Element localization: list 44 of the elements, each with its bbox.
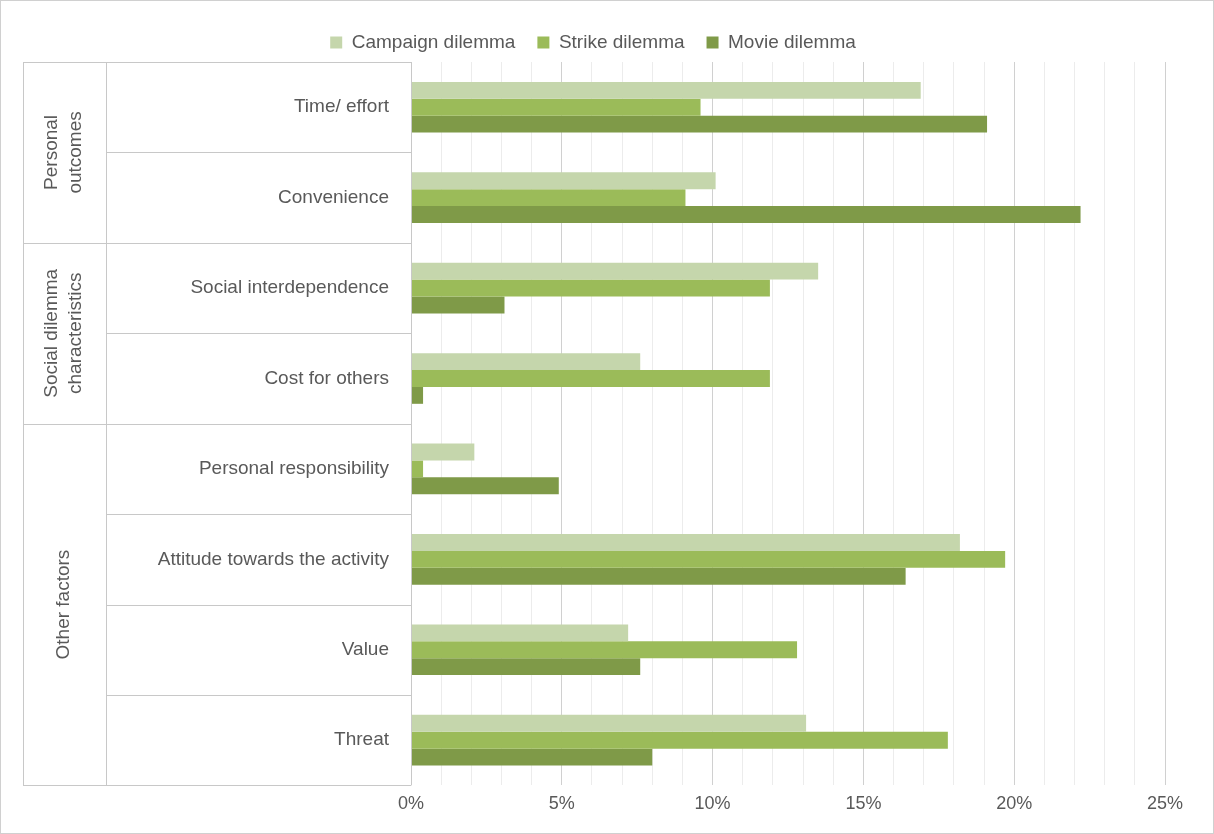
bar [411,370,770,387]
bar [411,262,819,280]
y-tick-label: Convenience [278,185,389,207]
legend-label: Strike dilemma [558,30,685,52]
bar [411,172,716,190]
bar [411,189,686,207]
bar [411,731,948,749]
x-tick-label: 20% [996,793,1033,814]
bar [411,353,641,371]
x-tick-label: 0% [397,793,425,814]
bar [411,115,988,133]
y-tick-label: Threat [334,728,390,750]
bar [411,279,770,297]
y-tick-label: Personal responsibility [198,457,390,479]
bar [411,748,653,766]
text: Other factors [52,549,74,660]
legend-label: Campaign dilemma [351,30,516,52]
bar [411,460,424,478]
bar [411,550,1006,568]
bar [411,296,505,314]
bar [411,386,424,404]
bar [411,714,807,732]
legend-label: Movie dilemma [728,30,857,52]
x-tick-label: 5% [548,793,575,814]
bar [411,206,1081,223]
y-tick-label: Value [341,638,389,659]
bar [411,534,960,551]
bar [411,658,641,676]
bar [411,641,798,659]
text: Social dilemma characteristics [40,268,86,398]
text: Personal outcomes [40,111,86,194]
x-tick-label: 15% [845,793,882,814]
x-tick-label: 25% [1146,793,1184,814]
y-tick-label: Attitude towards the activity [157,547,390,569]
y-tick-label: Time/ effort [293,95,390,117]
bar [411,567,906,585]
bar [411,477,559,495]
x-tick-label: 10% [694,793,731,814]
bar [411,81,921,99]
bar [411,443,475,461]
bar [411,98,701,116]
y-tick-label: Cost for others [264,366,389,388]
bar [411,624,629,642]
y-tick-label: Social interdependence [190,276,389,298]
